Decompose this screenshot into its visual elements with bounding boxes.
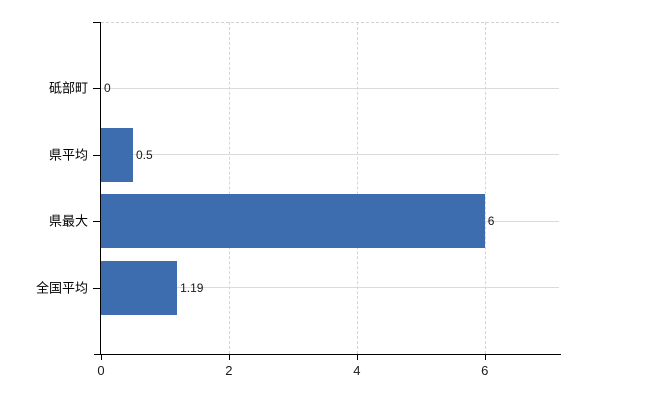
bar — [101, 194, 485, 249]
x-tick-label: 6 — [481, 363, 489, 378]
bar-value-label: 0.5 — [135, 147, 153, 162]
y-tick — [93, 221, 100, 223]
category-label: 県最大 — [48, 213, 88, 229]
bar-value-label: 1.19 — [180, 280, 204, 295]
v-gridline — [228, 22, 230, 354]
x-tick — [356, 355, 358, 360]
x-axis-line — [94, 354, 561, 355]
x-tick — [101, 355, 102, 360]
h-gridline — [101, 87, 559, 89]
bar-value-label: 0 — [104, 81, 111, 96]
h-gridline — [101, 287, 559, 289]
bar-value-label: 6 — [487, 214, 495, 229]
y-tick — [93, 154, 100, 156]
y-axis-cap-tick — [93, 22, 100, 23]
category-label: 全国平均 — [35, 280, 88, 296]
y-tick — [93, 88, 100, 90]
plot-top-border — [101, 22, 559, 23]
x-tick-label: 2 — [225, 363, 233, 378]
x-tick — [484, 355, 486, 360]
v-gridline — [356, 22, 358, 354]
x-tick-label: 0 — [97, 363, 105, 378]
bar — [101, 127, 133, 182]
category-label: 砥部町 — [48, 80, 88, 96]
x-tick — [228, 355, 230, 360]
y-axis-line — [100, 22, 101, 355]
v-gridline — [484, 22, 486, 354]
bar — [101, 260, 178, 315]
category-label: 県平均 — [48, 147, 88, 163]
y-tick — [93, 287, 100, 289]
h-gridline — [101, 154, 559, 156]
x-tick-label: 4 — [353, 363, 361, 378]
